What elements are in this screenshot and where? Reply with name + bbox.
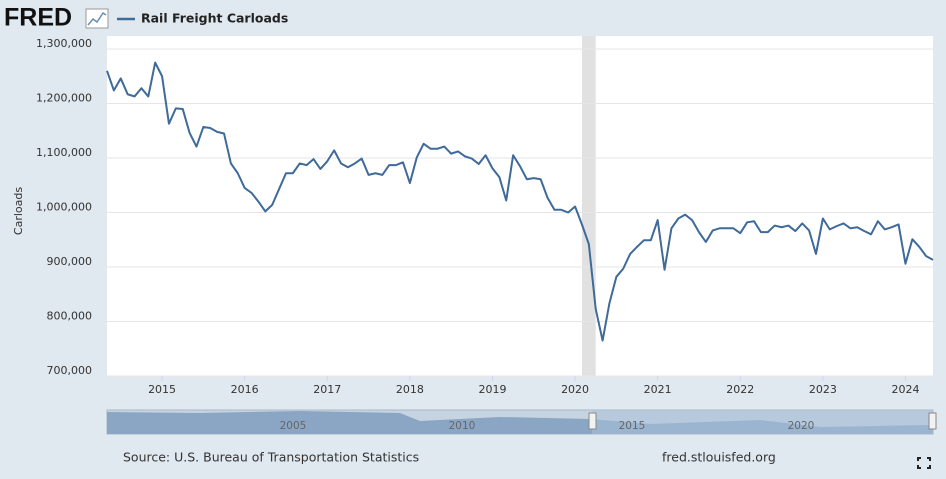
y-tick-label: 1,300,000	[36, 37, 92, 50]
y-tick-label: 1,100,000	[36, 146, 92, 159]
y-axis-title: Carloads	[12, 187, 25, 235]
y-tick-label: 800,000	[47, 310, 93, 323]
x-tick-label: 2021	[644, 383, 672, 396]
site-link[interactable]: fred.stlouisfed.org	[662, 450, 776, 465]
logo-icon	[85, 8, 109, 29]
x-tick-label: 2016	[231, 383, 259, 396]
fullscreen-button[interactable]	[917, 457, 931, 469]
source: Source: U.S. Bureau of Transportation St…	[123, 450, 419, 465]
navigator-label: 2005	[280, 420, 307, 432]
x-tick-label: 2017	[313, 383, 341, 396]
x-tick-label: 2022	[726, 383, 754, 396]
y-tick-label: 700,000	[47, 364, 93, 377]
recession-band	[581, 36, 596, 376]
plot-area	[107, 36, 933, 376]
legend-label: Rail Freight Carloads	[141, 11, 288, 26]
navigator-label: 2015	[619, 420, 646, 432]
x-tick-label: 2020	[561, 383, 589, 396]
y-tick-label: 1,000,000	[36, 201, 92, 214]
x-tick-label: 2023	[809, 383, 837, 396]
y-tick-label: 900,000	[47, 255, 93, 268]
x-tick-label: 2018	[396, 383, 424, 396]
x-tick-label: 2019	[478, 383, 506, 396]
x-tick-label: 2024	[891, 383, 919, 396]
x-tick-label: 2015	[148, 383, 176, 396]
y-tick-label: 1,200,000	[36, 92, 92, 105]
navigator-label: 2020	[788, 420, 815, 432]
navigator-label: 2010	[449, 420, 476, 432]
logo: FRED	[4, 4, 72, 32]
navigator: 2005 2010 2015 2020	[106, 409, 937, 435]
series-line	[106, 61, 934, 342]
